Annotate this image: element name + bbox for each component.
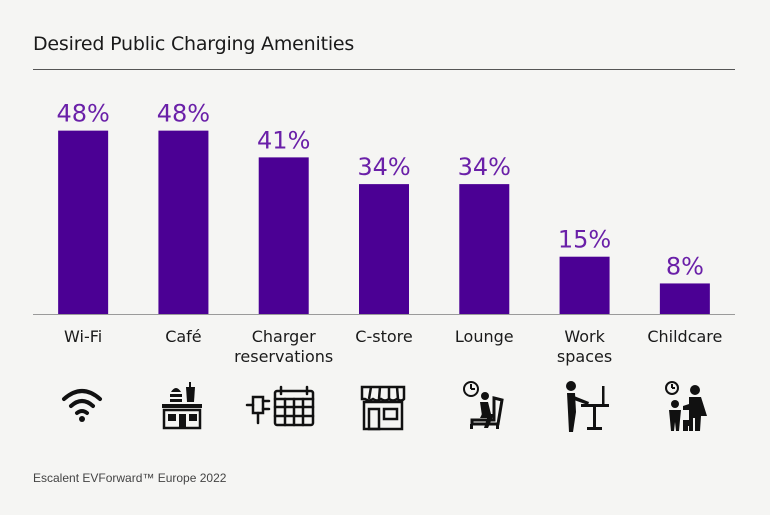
cafe-icon: [162, 382, 202, 430]
title-divider: [33, 69, 735, 70]
source-note: Escalent EVForward™ Europe 2022: [33, 471, 227, 485]
category-tick-label: Childcare: [647, 327, 722, 346]
data-label: 48%: [157, 100, 210, 128]
category-tick-label: Café: [165, 327, 201, 346]
bar: [258, 157, 309, 314]
category-tick-label: reservations: [234, 347, 333, 366]
data-label: 15%: [558, 226, 611, 254]
store-icon: [360, 385, 406, 431]
work-spaces-icon: [566, 381, 609, 432]
childcare-icon: [665, 381, 707, 431]
bar: [58, 130, 109, 314]
category-tick-label: Wi-Fi: [64, 327, 102, 346]
category-tick-label: spaces: [557, 347, 612, 366]
category-tick-label: Lounge: [455, 327, 514, 346]
category-tick-label: Work: [564, 327, 605, 346]
data-label: 8%: [666, 252, 704, 280]
category-tick-label: C-store: [355, 327, 412, 346]
bar: [659, 283, 710, 314]
lounge-icon: [463, 381, 504, 429]
bar: [158, 130, 209, 314]
bar: [459, 184, 510, 314]
category-tick-label: Charger: [252, 327, 316, 346]
bar: [559, 256, 610, 314]
chart-title: Desired Public Charging Amenities: [33, 33, 355, 55]
data-label: 34%: [357, 153, 410, 181]
data-label: 48%: [56, 100, 109, 128]
charger-reservations-icon: [245, 385, 315, 427]
data-label: 41%: [257, 126, 310, 154]
wifi-icon: [62, 389, 102, 422]
bar: [359, 184, 409, 314]
data-label: 34%: [458, 153, 511, 181]
